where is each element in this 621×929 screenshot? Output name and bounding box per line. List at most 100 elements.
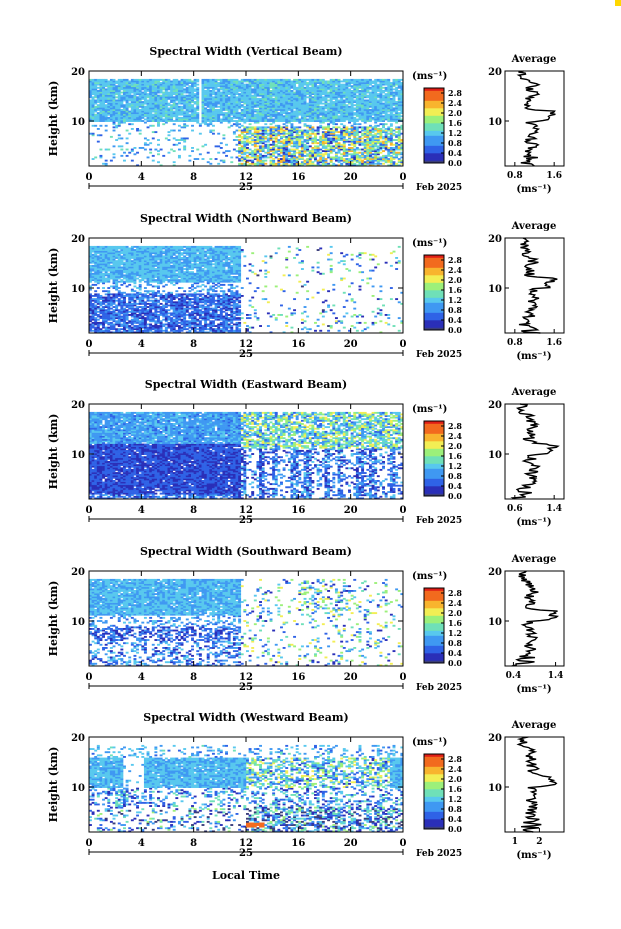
heatmap-cell [120, 113, 124, 116]
heatmap-cell [125, 137, 129, 140]
heatmap-cell [107, 90, 111, 92]
heatmap-cell [243, 86, 247, 89]
heatmap-cell [251, 132, 255, 135]
heatmap-cell [107, 93, 111, 96]
heatmap-cell [191, 109, 194, 111]
heatmap-cell [193, 78, 197, 81]
heatmap-cell [214, 99, 218, 102]
heatmap-cell [193, 102, 197, 105]
heatmap-cell [185, 90, 189, 92]
heatmap-cell [230, 105, 234, 108]
heatmap-cell [311, 137, 315, 140]
heatmap-cell [238, 135, 242, 138]
heatmap-cell [141, 97, 145, 100]
heatmap-cell [285, 132, 289, 135]
heatmap-cell [102, 104, 105, 107]
heatmap-cell [222, 161, 226, 164]
heatmap-cell [133, 153, 137, 156]
heatmap-cell [128, 120, 132, 122]
heatmap-cell [361, 151, 365, 154]
heatmap-cell [277, 124, 281, 127]
heatmap-cell [133, 102, 137, 105]
heatmap-cell [261, 159, 265, 162]
heatmap-cell [191, 120, 194, 122]
heatmap-cell [261, 161, 265, 164]
heatmap-cell [300, 161, 304, 164]
heatmap-cell [230, 124, 234, 127]
heatmap-cell [183, 101, 187, 103]
heatmap-cell [261, 110, 265, 113]
heatmap-cell [269, 80, 273, 83]
heatmap-cell [136, 93, 140, 96]
heatmap-cell [324, 131, 328, 134]
heatmap-cell [238, 159, 242, 162]
heatmap-cell [146, 113, 150, 116]
heatmap-cell [392, 161, 396, 164]
heatmap-cell [154, 102, 158, 105]
heatmap-cell [130, 109, 134, 111]
heatmap-cell [107, 287, 111, 289]
heatmap-cell [183, 137, 187, 140]
heatmap-cell [214, 101, 218, 103]
heatmap-cell [104, 277, 108, 280]
heatmap-cell [120, 118, 124, 121]
heatmap-cell [99, 116, 103, 119]
heatmap-cell [387, 132, 391, 135]
heatmap-cell [243, 91, 247, 94]
heatmap-cell [321, 153, 325, 156]
heatmap-cell [128, 88, 132, 91]
heatmap-cell [149, 102, 153, 105]
heatmap-cell [235, 124, 239, 127]
heatmap-cell [222, 118, 226, 121]
heatmap-cell [143, 86, 147, 89]
heatmap-cell [243, 97, 247, 100]
heatmap-cell [259, 153, 262, 156]
heatmap-cell [238, 113, 242, 116]
heatmap-cell [130, 101, 134, 103]
heatmap-cell [253, 139, 257, 141]
heatmap-cell [141, 104, 145, 107]
heatmap-cell [99, 321, 103, 324]
heatmap-cell [180, 116, 184, 119]
heatmap-cell [117, 80, 121, 83]
heatmap-cell [125, 154, 129, 157]
panel-title: Spectral Width (Vertical Beam) [149, 45, 342, 58]
heatmap-cell [185, 137, 189, 140]
heatmap-cell [185, 86, 189, 89]
heatmap-cell [269, 113, 273, 116]
heatmap-cell [259, 107, 262, 110]
heatmap-cell [188, 104, 192, 107]
heatmap-cell [120, 88, 124, 91]
heatmap-cell [117, 105, 121, 108]
heatmap-cell [337, 115, 341, 118]
heatmap-cell [243, 134, 247, 137]
heatmap-cell [125, 88, 129, 91]
heatmap-cell [238, 102, 242, 105]
heatmap-cell [227, 121, 231, 124]
heatmap-cell [104, 293, 108, 296]
heatmap-cell [376, 93, 380, 96]
heatmap-cell [248, 110, 252, 113]
heatmap-cell [109, 116, 113, 119]
heatmap-cell [112, 105, 116, 108]
heatmap-cell [151, 91, 155, 94]
heatmap-cell [222, 82, 226, 84]
heatmap-cell [269, 83, 273, 86]
heatmap-cell [94, 326, 98, 329]
heatmap-cell [217, 162, 221, 165]
heatmap-cell [214, 104, 218, 107]
heatmap-cell [172, 107, 176, 110]
heatmap-cell [387, 147, 391, 149]
heatmap-cell [185, 124, 189, 127]
heatmap-cell [99, 105, 103, 108]
heatmap-cell [251, 85, 255, 88]
heatmap-cell [240, 135, 244, 138]
heatmap-cell [287, 158, 291, 160]
heatmap-cell [261, 105, 265, 108]
heatmap-cell [272, 137, 276, 140]
heatmap-cell [251, 107, 255, 110]
heatmap-cell [109, 93, 113, 96]
heatmap-cell [340, 83, 344, 86]
heatmap-cell [371, 116, 375, 119]
heatmap-cell [89, 78, 92, 81]
